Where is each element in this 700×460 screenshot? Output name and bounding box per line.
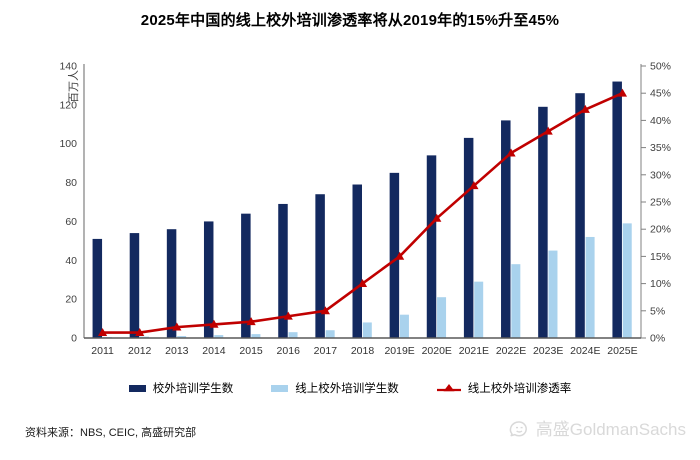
x-tick-label: 2019E bbox=[384, 345, 414, 357]
chart-legend: 校外培训学生数 线上校外培训学生数 线上校外培训渗透率 bbox=[0, 380, 700, 396]
offline-bar bbox=[352, 184, 362, 338]
x-tick-label: 2025E bbox=[607, 345, 637, 357]
source-note: 资料来源：NBS, CEIC, 高盛研究部 bbox=[25, 427, 197, 439]
offline-bar bbox=[129, 233, 140, 338]
goldman-wechat-icon bbox=[509, 420, 527, 437]
x-tick-label: 2022E bbox=[496, 345, 526, 357]
legend-label-offline: 校外培训学生数 bbox=[152, 383, 234, 395]
online-bar bbox=[177, 336, 187, 338]
x-tick-label: 2017 bbox=[314, 345, 338, 357]
legend-item-online-students: 线上校外培训学生数 bbox=[271, 380, 399, 396]
y-left-tick-label: 140 bbox=[59, 61, 77, 73]
x-tick-label: 2024E bbox=[570, 345, 600, 357]
y-right-tick-label: 15% bbox=[650, 251, 671, 263]
x-tick-label: 2021E bbox=[459, 345, 489, 357]
offline-bar bbox=[278, 203, 288, 338]
penetration-marker bbox=[357, 279, 368, 287]
penetration-marker bbox=[246, 317, 256, 326]
penetration-marker bbox=[580, 104, 590, 113]
offline-bar bbox=[241, 213, 251, 338]
x-tick-label: 2020E bbox=[422, 345, 452, 357]
y-right-tick-label: 30% bbox=[650, 169, 671, 181]
offline-bar bbox=[575, 93, 585, 338]
y-left-tick-label: 40 bbox=[65, 255, 77, 267]
y-right-tick-label: 5% bbox=[650, 305, 665, 317]
x-tick-label: 2014 bbox=[202, 345, 226, 357]
y-right-tick-label: 40% bbox=[650, 115, 671, 127]
offline-bar bbox=[426, 155, 437, 338]
offline-bar bbox=[166, 229, 177, 338]
y-right-tick-label: 0% bbox=[650, 333, 665, 345]
online-bar-swatch bbox=[271, 384, 289, 392]
penetration-marker bbox=[97, 327, 108, 336]
online-bar bbox=[437, 297, 447, 338]
penetration-marker bbox=[395, 251, 405, 260]
x-tick-label: 2011 bbox=[91, 345, 114, 357]
legend-item-penetration: 线上校外培训渗透率 bbox=[436, 380, 572, 396]
line-marker-icon bbox=[436, 383, 461, 391]
chart-canvas: 0 20 40 60 80 100 120 140 0% 5% 10% 15% 20% 25% 30% 35%… bbox=[59, 61, 671, 358]
online-bar bbox=[511, 264, 521, 338]
offline-bar bbox=[389, 172, 400, 338]
offline-bar bbox=[463, 137, 474, 338]
offline-bar bbox=[501, 120, 511, 339]
penetration-marker bbox=[506, 148, 516, 157]
offline-bar-swatch bbox=[128, 384, 146, 392]
y-left-tick-label: 120 bbox=[59, 99, 77, 111]
watermark: 高盛GoldmanSachs bbox=[508, 415, 686, 440]
penetration-marker bbox=[209, 319, 219, 328]
x-tick-label: 2015 bbox=[239, 345, 263, 357]
penetration-marker bbox=[617, 88, 628, 97]
online-bar bbox=[214, 335, 224, 338]
legend-label-penetration: 线上校外培训渗透率 bbox=[467, 383, 572, 395]
legend-label-online: 线上校外培训学生数 bbox=[295, 383, 399, 395]
online-bar bbox=[622, 223, 632, 338]
y-right-tick-label: 10% bbox=[650, 278, 671, 290]
penetration-line-swatch bbox=[436, 383, 461, 394]
x-tick-label: 2018 bbox=[351, 345, 375, 357]
x-tick-label: 2023E bbox=[533, 345, 563, 357]
y-left-tick-label: 60 bbox=[65, 216, 77, 228]
penetration-marker bbox=[469, 181, 479, 190]
y-right-tick-label: 35% bbox=[650, 142, 671, 154]
y-right-tick-label: 25% bbox=[650, 197, 671, 209]
legend-item-offline-students: 校外培训学生数 bbox=[128, 380, 234, 396]
penetration-marker bbox=[172, 322, 182, 331]
chart-title: 2025年中国的线上校外培训渗透率将从2019年的15%升至45% bbox=[140, 12, 560, 29]
y-left-tick-label: 0 bbox=[71, 333, 77, 345]
penetration-marker bbox=[320, 306, 330, 315]
offline-bar bbox=[203, 221, 214, 338]
y-left-tick-label: 80 bbox=[65, 177, 77, 189]
online-bar bbox=[251, 334, 261, 338]
offline-bar bbox=[538, 106, 548, 338]
offline-bar bbox=[612, 81, 622, 339]
online-bar bbox=[325, 330, 335, 338]
offline-bar bbox=[92, 238, 103, 338]
penetration-marker bbox=[135, 327, 145, 336]
left-axis-title: 百万人 bbox=[67, 70, 80, 103]
y-left-tick-label: 100 bbox=[59, 138, 77, 150]
penetration-marker bbox=[543, 126, 553, 135]
y-right-tick-label: 45% bbox=[650, 88, 671, 100]
online-bar bbox=[585, 236, 595, 338]
online-bar bbox=[474, 281, 484, 338]
penetration-marker bbox=[432, 213, 442, 222]
online-bar bbox=[288, 332, 298, 338]
y-right-tick-label: 50% bbox=[650, 61, 671, 73]
online-bar bbox=[548, 250, 558, 338]
x-tick-label: 2016 bbox=[277, 345, 301, 357]
watermark-text: 高盛GoldmanSachs bbox=[535, 420, 686, 439]
y-left-tick-label: 20 bbox=[65, 294, 77, 306]
x-tick-label: 2013 bbox=[165, 345, 189, 357]
online-bar bbox=[399, 314, 409, 338]
y-right-tick-label: 20% bbox=[650, 224, 671, 236]
offline-bar bbox=[315, 194, 325, 338]
penetration-marker bbox=[283, 311, 293, 320]
x-tick-label: 2012 bbox=[128, 345, 152, 357]
online-bar bbox=[362, 322, 372, 338]
